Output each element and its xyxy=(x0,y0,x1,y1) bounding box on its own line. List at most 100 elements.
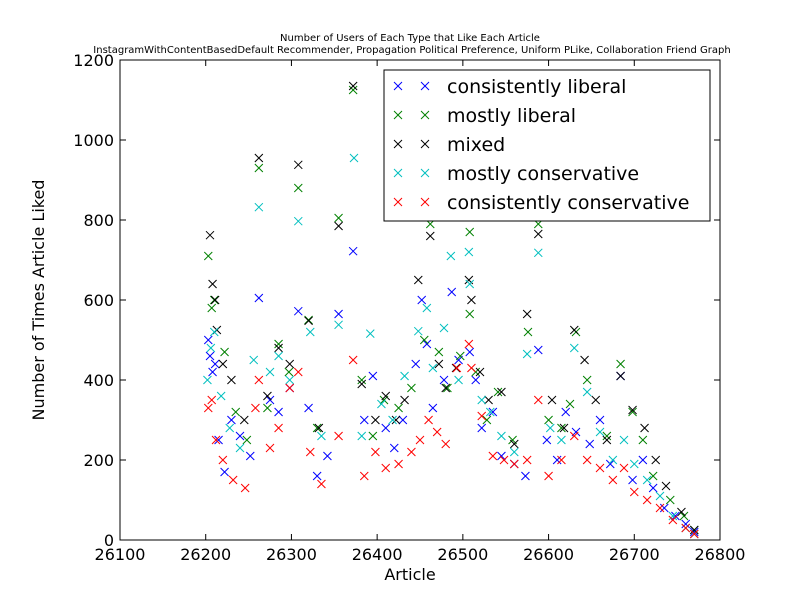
data-point-mostly-liberal xyxy=(284,367,294,377)
data-point-mixed xyxy=(357,379,367,389)
data-point-consistently-liberal xyxy=(334,309,343,319)
data-point-consistently-liberal xyxy=(312,471,322,481)
data-point-mixed xyxy=(441,383,451,393)
data-point-mostly-conservative xyxy=(557,435,566,445)
data-point-consistently-liberal xyxy=(274,407,283,417)
data-point-consistently-liberal xyxy=(220,467,229,477)
data-point-mostly-liberal xyxy=(482,415,492,425)
data-point-consistently-conservative xyxy=(218,455,228,465)
data-point-consistently-conservative xyxy=(371,447,380,457)
data-point-consistently-conservative xyxy=(467,363,476,373)
legend-label: mostly liberal xyxy=(447,105,576,127)
data-point-mostly-conservative xyxy=(203,375,212,385)
data-point-consistently-liberal xyxy=(533,345,543,355)
data-point-mostly-liberal xyxy=(602,431,612,441)
data-point-mostly-conservative xyxy=(235,443,245,453)
data-point-consistently-conservative xyxy=(544,471,553,481)
data-point-mostly-conservative xyxy=(655,491,665,501)
y-tick-label: 1000 xyxy=(73,131,114,150)
data-point-mostly-liberal xyxy=(348,85,358,95)
data-point-mostly-liberal xyxy=(557,423,566,433)
data-point-mixed xyxy=(509,439,519,449)
x-tick-label: 26700 xyxy=(609,545,660,564)
data-point-mostly-liberal xyxy=(242,435,252,445)
data-point-mixed xyxy=(616,371,625,381)
y-tick-label: 400 xyxy=(83,371,114,390)
data-point-mostly-conservative xyxy=(209,327,219,337)
data-point-mostly-conservative xyxy=(216,391,226,401)
data-point-mostly-conservative xyxy=(225,423,235,433)
data-point-mostly-liberal xyxy=(523,327,533,337)
data-point-consistently-conservative xyxy=(407,447,416,457)
data-point-consistently-conservative xyxy=(274,423,283,433)
data-point-mostly-liberal xyxy=(304,315,313,325)
legend-marker-right xyxy=(420,168,430,178)
data-point-mostly-conservative xyxy=(285,375,295,385)
data-point-mostly-liberal xyxy=(312,423,322,433)
data-point-consistently-liberal xyxy=(552,455,562,465)
data-point-consistently-conservative xyxy=(655,503,665,513)
data-point-mostly-conservative xyxy=(422,303,432,313)
chart-title-line-1: Number of Users of Each Type that Like E… xyxy=(280,33,540,44)
data-point-consistently-liberal xyxy=(638,455,648,465)
data-point-mostly-liberal xyxy=(465,227,475,237)
data-point-mixed xyxy=(475,367,485,377)
data-point-consistently-liberal xyxy=(595,415,605,425)
data-point-mixed xyxy=(239,415,249,425)
data-point-mostly-conservative xyxy=(413,326,423,336)
data-point-mostly-liberal xyxy=(616,359,625,369)
data-point-mostly-conservative xyxy=(439,323,449,333)
data-point-mostly-conservative xyxy=(582,387,592,397)
data-point-consistently-conservative xyxy=(681,523,691,533)
data-point-mixed xyxy=(661,481,671,491)
data-point-mixed xyxy=(263,391,272,401)
data-point-consistently-liberal xyxy=(203,335,213,345)
data-point-mixed xyxy=(205,230,215,240)
data-point-consistently-conservative xyxy=(334,431,343,441)
data-point-mixed xyxy=(533,229,543,239)
data-point-consistently-liberal xyxy=(210,359,220,369)
data-point-consistently-conservative xyxy=(477,411,487,421)
data-point-consistently-conservative xyxy=(305,447,315,457)
data-point-consistently-conservative xyxy=(629,487,639,497)
data-point-consistently-liberal xyxy=(561,407,571,417)
data-point-mostly-conservative xyxy=(305,327,315,337)
data-point-consistently-conservative xyxy=(557,455,566,465)
data-point-consistently-liberal xyxy=(254,293,264,303)
data-point-consistently-liberal xyxy=(488,407,498,417)
data-point-consistently-conservative xyxy=(509,459,519,469)
data-point-mostly-conservative xyxy=(349,153,359,163)
data-point-consistently-conservative xyxy=(499,455,509,465)
legend-marker-left xyxy=(393,81,403,91)
data-point-consistently-liberal xyxy=(348,246,358,256)
data-point-mostly-liberal xyxy=(493,387,503,397)
data-point-consistently-conservative xyxy=(381,463,391,473)
data-point-consistently-conservative xyxy=(359,471,369,481)
data-point-consistently-conservative xyxy=(432,427,442,437)
data-point-consistently-liberal xyxy=(359,415,369,425)
data-point-consistently-liberal xyxy=(227,415,236,425)
data-point-mostly-conservative xyxy=(274,351,283,361)
data-point-consistently-liberal xyxy=(542,435,552,445)
data-point-mostly-conservative xyxy=(509,447,519,457)
data-point-mixed xyxy=(218,359,228,369)
x-tick-label: 26100 xyxy=(95,545,146,564)
data-point-mixed xyxy=(467,295,476,305)
data-point-consistently-conservative xyxy=(595,463,605,473)
data-point-consistently-conservative xyxy=(689,529,699,539)
data-point-consistently-liberal xyxy=(521,471,530,481)
data-point-mostly-conservative xyxy=(357,431,367,441)
data-point-mixed xyxy=(285,359,295,369)
data-points-layer xyxy=(203,81,699,539)
data-point-consistently-conservative xyxy=(317,479,326,489)
data-point-mixed xyxy=(391,415,401,425)
data-point-mixed xyxy=(522,309,532,319)
data-point-mixed xyxy=(400,395,409,405)
data-point-mostly-conservative xyxy=(485,407,495,417)
data-point-mixed xyxy=(677,507,686,517)
data-point-consistently-liberal xyxy=(477,423,487,433)
data-point-mostly-conservative xyxy=(464,247,474,257)
data-point-consistently-conservative xyxy=(582,455,592,465)
data-point-mostly-liberal xyxy=(544,415,553,425)
data-point-mostly-liberal xyxy=(394,403,403,413)
